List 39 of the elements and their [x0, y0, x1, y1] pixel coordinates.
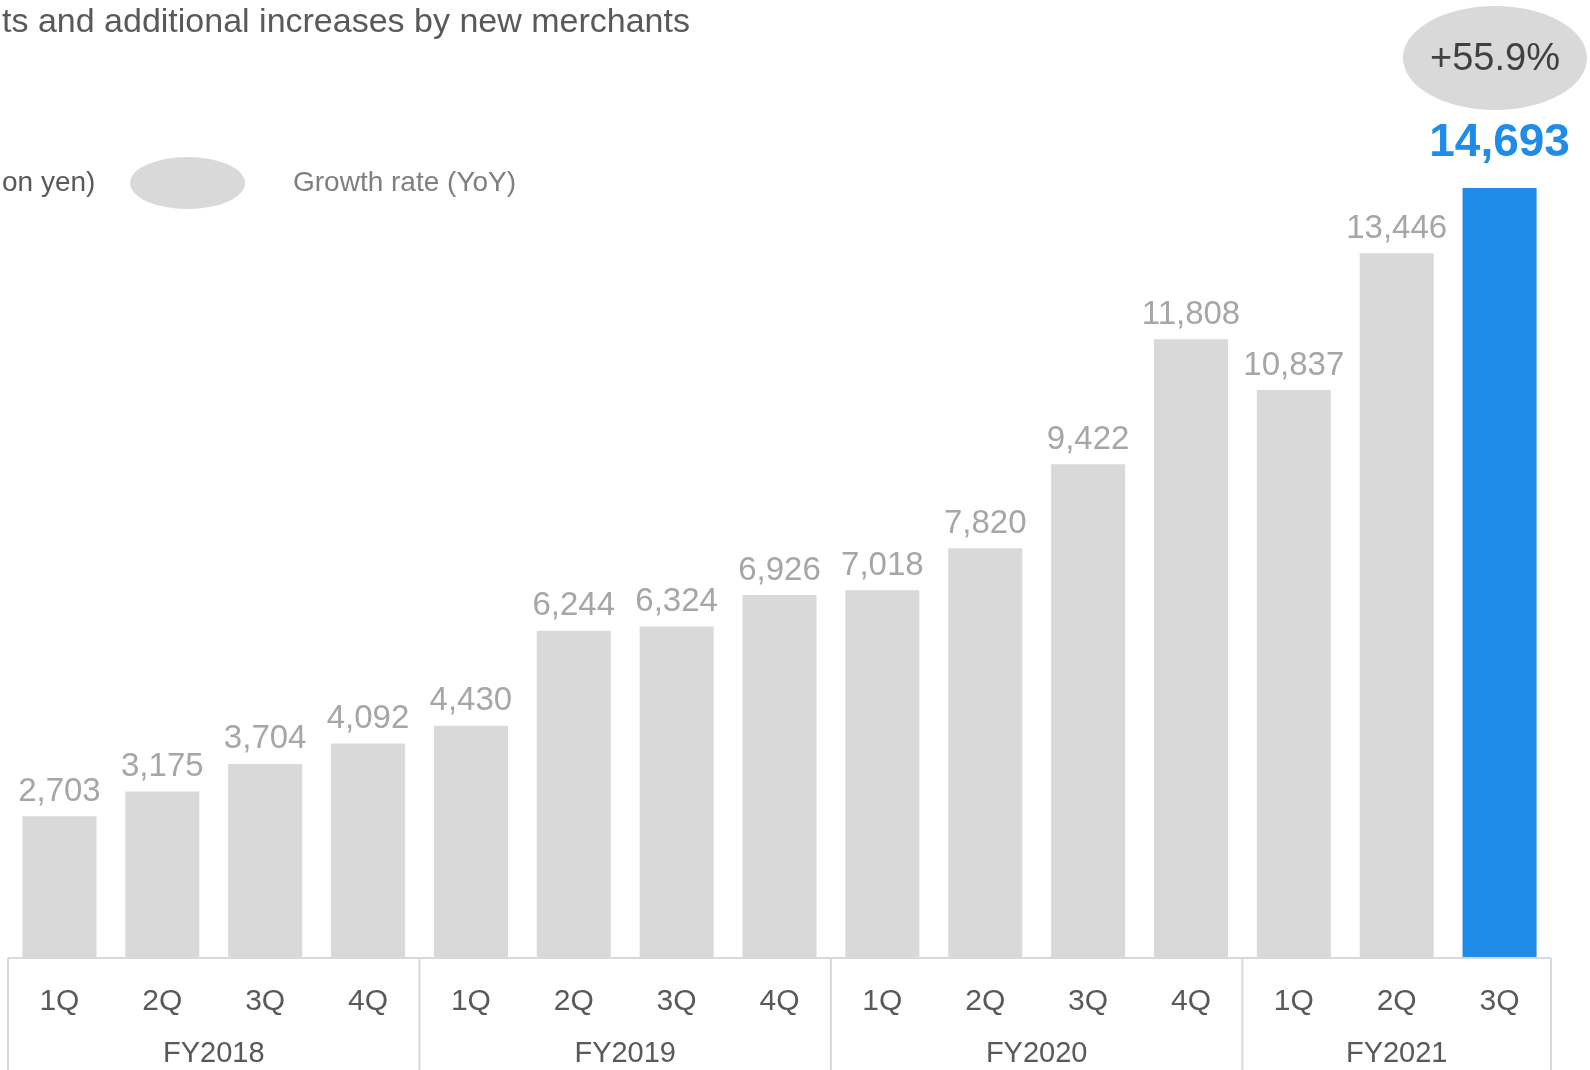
x-tick-label: 2Q: [553, 983, 594, 1017]
x-tick-label: 3Q: [656, 983, 697, 1017]
text: FY2020: [985, 1036, 1088, 1068]
x-tick-label: 2Q: [1376, 983, 1417, 1017]
text: FY2019: [574, 1036, 676, 1068]
data-label: 3,704: [223, 718, 307, 756]
x-tick-label: 4Q: [759, 983, 800, 1017]
x-tick-label: 3Q: [1479, 983, 1520, 1017]
data-label: 2,703: [18, 770, 101, 808]
x-tick-label: 3Q: [245, 983, 286, 1017]
data-label: 13,446: [1346, 207, 1448, 245]
data-label: 7,820: [943, 502, 1027, 540]
data-label: 10,837: [1243, 344, 1345, 382]
y-axis-title: on yen): [2, 166, 96, 198]
data-label: 3,175: [121, 746, 204, 784]
x-tick-label: 2Q: [965, 983, 1006, 1017]
data-label: 4,092: [326, 698, 410, 736]
bar: [1462, 188, 1537, 958]
data-label: 7,018: [841, 544, 924, 582]
x-tick-label: 1Q: [862, 983, 903, 1017]
x-tick-label: 2Q: [142, 983, 183, 1017]
data-label: 14,693: [1429, 113, 1570, 166]
chart-title: ts and additional increases by new merchants: [2, 0, 690, 40]
text: +55.9%: [1430, 36, 1560, 79]
text: FY2021: [1345, 1036, 1448, 1068]
data-label: 6,324: [635, 581, 718, 619]
x-tick-label: 1Q: [1273, 983, 1314, 1017]
data-label: 6,926: [738, 549, 821, 587]
data-label: 9,422: [1046, 418, 1130, 456]
x-tick-label: 3Q: [1068, 983, 1109, 1017]
data-label: 4,430: [429, 680, 513, 718]
annotation: Growth rate (YoY): [293, 166, 517, 198]
data-label: 11,808: [1141, 293, 1241, 331]
data-label: 6,244: [532, 585, 616, 623]
x-tick-label: 4Q: [348, 983, 389, 1017]
x-tick-label: 4Q: [1170, 983, 1211, 1017]
x-tick-label: 1Q: [450, 983, 491, 1017]
x-tick-label: 1Q: [39, 983, 80, 1017]
text: FY2018: [162, 1036, 265, 1068]
